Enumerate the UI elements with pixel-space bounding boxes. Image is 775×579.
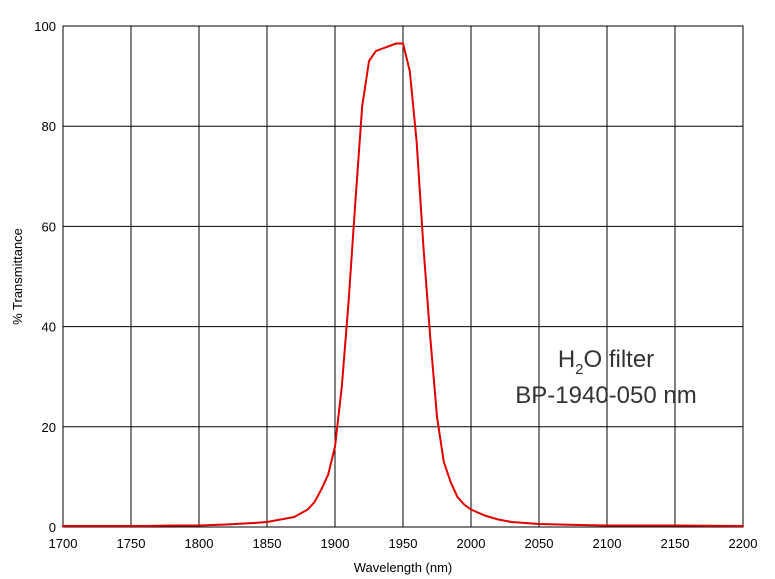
transmittance-curve <box>62 42 744 527</box>
x-tick-label: 1750 <box>117 536 146 551</box>
y-tick-label: 100 <box>34 19 56 34</box>
x-axis-title: Wavelength (nm) <box>354 560 453 575</box>
y-tick-label: 60 <box>42 219 56 234</box>
x-tick-label: 1700 <box>49 536 78 551</box>
x-tick-label: 1850 <box>253 536 282 551</box>
x-tick-label: 2200 <box>729 536 758 551</box>
plot-frame <box>62 25 744 528</box>
x-tick-label: 1950 <box>389 536 418 551</box>
y-tick-label: 20 <box>42 420 56 435</box>
x-tick-label: 2150 <box>661 536 690 551</box>
y-tick-label: 40 <box>42 320 56 335</box>
filter-name-prefix: H <box>558 346 575 373</box>
x-tick-label: 1900 <box>321 536 350 551</box>
tick-labels: 1700 1750 1800 1850 1900 1950 2000 2050 2100 2150… <box>34 19 757 551</box>
y-tick-label: 80 <box>42 119 56 134</box>
x-tick-label: 1800 <box>185 536 214 551</box>
filter-name-subscript: 2 <box>575 361 583 378</box>
filter-spec-annotation: BP-1940-050 nm <box>515 382 696 409</box>
filter-name-suffix: O filter <box>584 346 655 373</box>
x-tick-label: 2100 <box>593 536 622 551</box>
y-axis-title: % Transmittance <box>10 228 25 325</box>
y-tick-label: 0 <box>49 520 56 535</box>
x-tick-label: 2000 <box>457 536 486 551</box>
series-layer <box>62 42 744 527</box>
x-tick-label: 2050 <box>525 536 554 551</box>
filter-name-annotation: H2O filter <box>558 346 654 378</box>
